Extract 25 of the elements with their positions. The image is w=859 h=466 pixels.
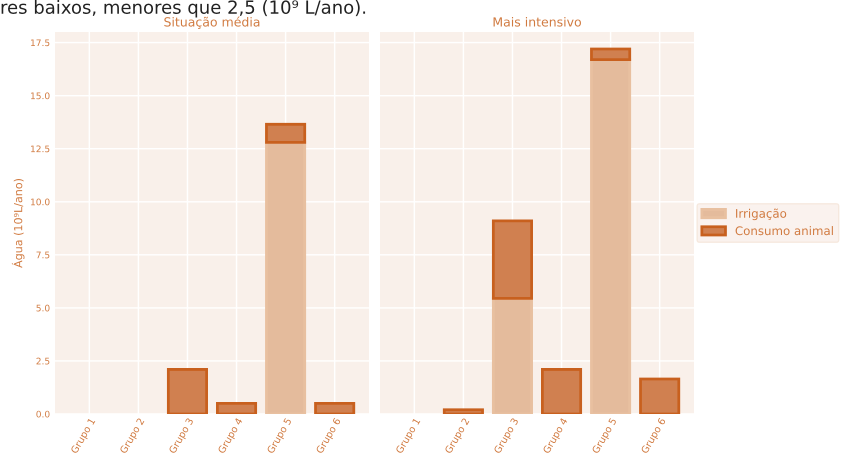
chart-title: Situação média [164,16,260,29]
chart-title: Mais intensivo [494,16,581,27]
y-tick-label: 12.5 [31,145,50,152]
bar [492,219,533,300]
bar [314,402,356,414]
y-tick-label: 15.0 [31,92,50,100]
bar [590,48,632,61]
bar [492,296,533,414]
y-tick-label: 17.5 [31,39,50,46]
y-tick-label: 7.5 [36,252,50,258]
y-axis-title: Água (10⁹L/ano) [12,179,24,268]
bar [639,378,680,414]
bar [541,368,582,414]
y-tick-label: 5.0 [36,304,50,312]
y-tick-label: 2.5 [36,358,50,365]
bar [265,140,306,414]
y-tick-label: 0.0 [36,410,50,418]
legend-label: Consumo animal [736,226,833,236]
legend-label: Irrigação [736,208,786,220]
bar [442,408,484,414]
text: res baixos, menores que 2,5 (10⁹ L/ano). [2,0,366,18]
bar [590,58,632,414]
y-tick-label: 10.0 [31,198,50,206]
bar [216,402,258,414]
bar [166,368,208,414]
